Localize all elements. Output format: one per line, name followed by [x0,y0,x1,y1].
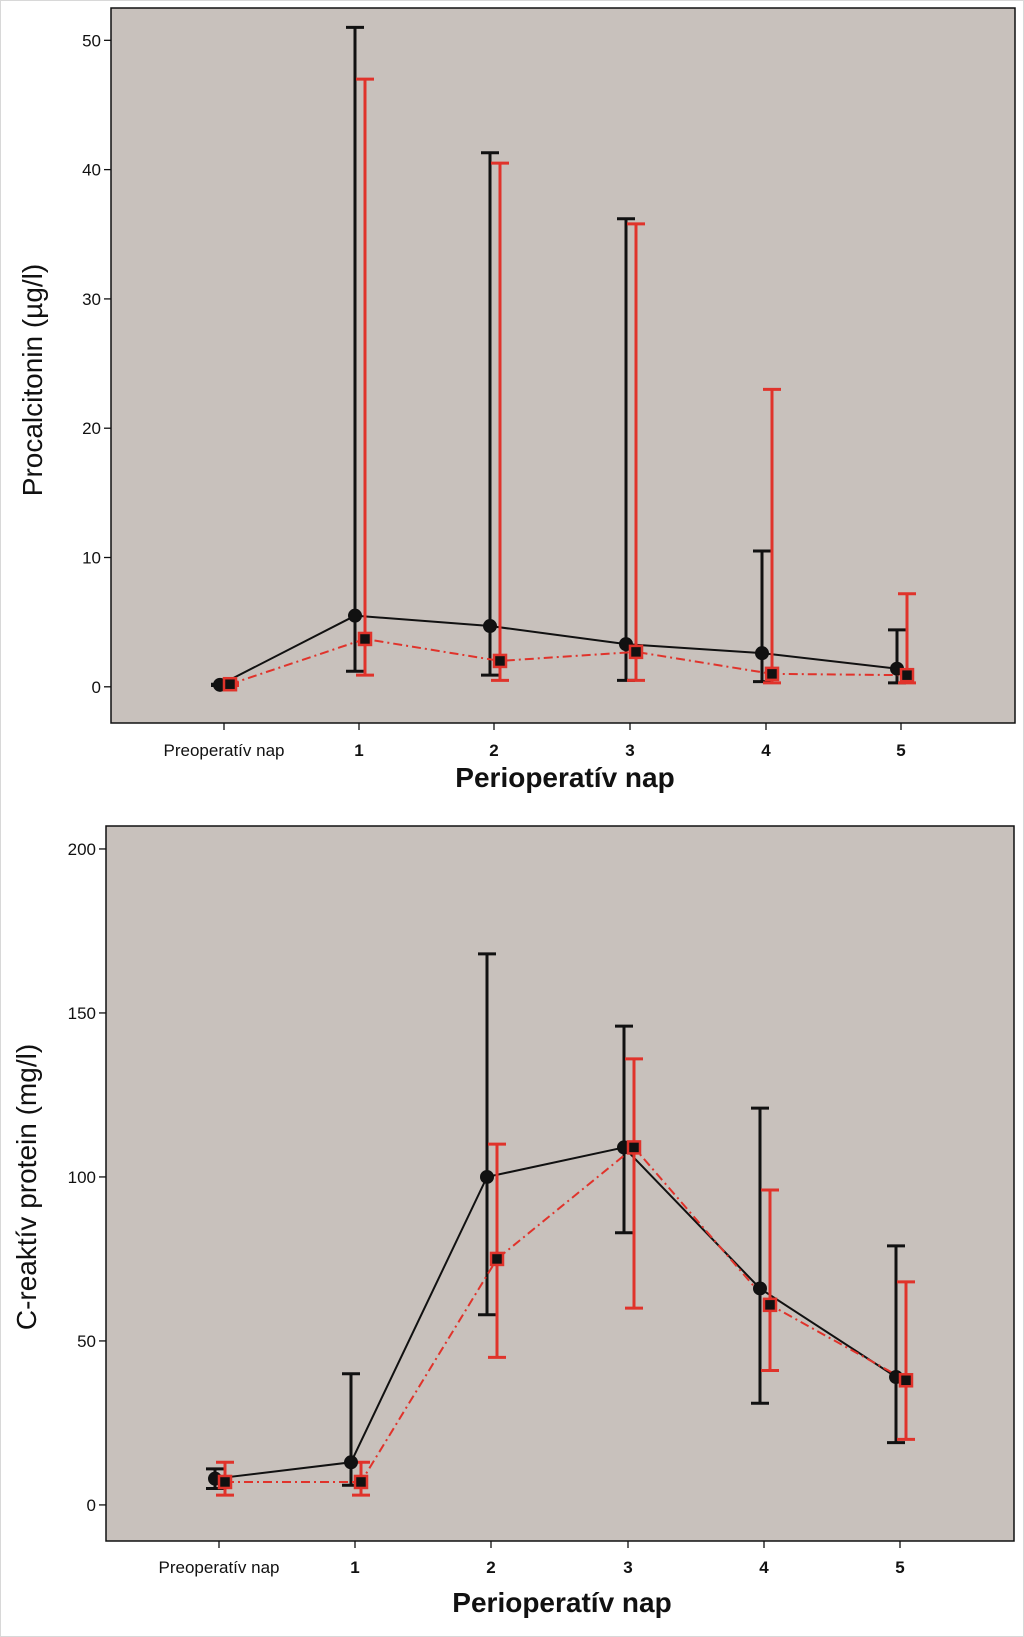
y-tick-label: 30 [82,290,101,309]
y-axis-title: Procalcitonin (µg/l) [17,264,48,496]
chart-crp: 0 50 100 150 200 Preoperatív nap 1 2 3 4 5 C-reaktí… [11,825,1015,1618]
data-point-group-red [899,667,915,683]
y-tick-label: 100 [68,1168,96,1187]
data-point-group-black [344,1455,358,1470]
data-point-group-red [764,666,780,682]
plot-area [110,7,1016,724]
x-tick-label: 3 [623,1558,632,1577]
x-tick-label: 3 [625,741,634,760]
data-point-group-red [353,1474,369,1490]
y-axis-title: C-reaktív protein (mg/l) [11,1044,42,1330]
data-point-group-red [217,1474,233,1490]
x-axis-title: Perioperatív nap [452,1587,671,1618]
data-point-group-red [762,1297,778,1313]
data-point-group-black [480,1169,494,1184]
x-tick-label: 1 [350,1558,359,1577]
data-point-group-black [483,619,497,634]
y-tick-label: 50 [82,31,101,50]
data-point-group-red [489,1251,505,1267]
x-tick-label: 2 [489,741,498,760]
y-tick-label: 150 [68,1004,96,1023]
chart-procalcitonin: 0 10 20 30 40 50 Preoperatív nap 1 2 3 4 5 Procalcit… [17,7,1016,793]
x-tick-label: Preoperatív nap [164,741,285,760]
data-point-group-red [898,1373,914,1388]
x-tick-label: 5 [895,1558,904,1577]
series-line-group-black [219,614,898,686]
y-tick-label: 200 [68,840,96,859]
plot-area [105,825,1015,1542]
y-tick-label: 50 [77,1332,96,1351]
y-tick-label: 40 [82,161,101,180]
y-tick-label: 10 [82,549,101,568]
x-tick-label: 4 [761,741,771,760]
data-point-group-red [628,644,644,660]
data-point-group-red [626,1140,642,1155]
data-point-group-black [348,608,362,623]
x-tick-label: Preoperatív nap [159,1558,280,1577]
x-tick-label: 5 [896,741,905,760]
data-point-group-black [753,1281,767,1296]
data-point-group-black [755,646,769,661]
series-line-group-red [229,637,908,686]
y-tick-label: 0 [92,678,101,697]
x-tick-label: 2 [486,1558,495,1577]
data-point-group-red [222,676,238,692]
series-line-group-black [214,1146,897,1480]
x-tick-label: 4 [759,1558,769,1577]
data-point-group-red [357,631,373,647]
y-tick-label: 20 [82,419,101,438]
x-axis-title: Perioperatív nap [455,762,674,793]
data-point-group-red [492,653,508,669]
y-tick-label: 0 [87,1496,96,1515]
x-tick-label: 1 [354,741,363,760]
